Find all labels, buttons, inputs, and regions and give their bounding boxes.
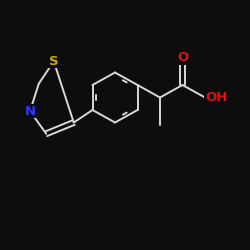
Text: O: O [177, 51, 188, 64]
Text: OH: OH [205, 91, 228, 104]
Text: N: N [24, 105, 36, 118]
Text: S: S [49, 55, 58, 68]
